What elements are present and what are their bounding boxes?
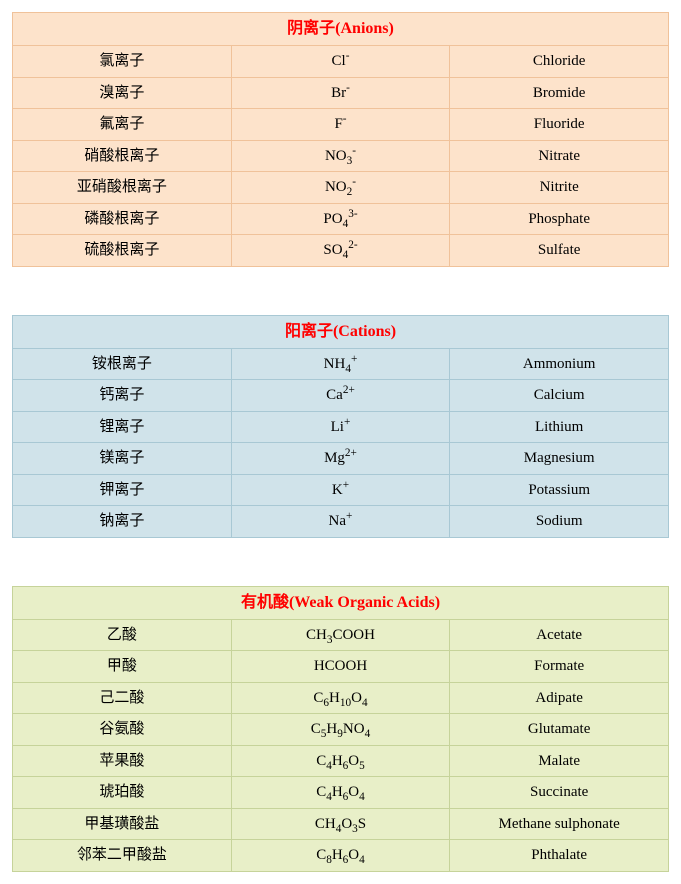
cell-en: Sulfate [450,235,669,267]
table-gap [12,267,669,315]
cell-en: Nitrate [450,140,669,172]
table-row: 琥珀酸C4H6O4Succinate [13,777,669,809]
organic-acids-header-cn: 有机酸 [241,594,289,611]
cell-en: Phthalate [450,840,669,872]
cell-cn: 钙离子 [13,380,232,412]
organic-acids-header: 有机酸(Weak Organic Acids) [13,586,669,619]
cell-formula: NH4+ [231,348,450,380]
cell-formula: Na+ [231,506,450,538]
table-row: 苹果酸C4H6O5Malate [13,745,669,777]
table-row: 镁离子Mg2+Magnesium [13,443,669,475]
cell-en: Phosphate [450,203,669,235]
cell-en: Succinate [450,777,669,809]
cell-en: Nitrite [450,172,669,204]
table-row: 钙离子Ca2+Calcium [13,380,669,412]
anions-header: 阴离子(Anions) [13,13,669,46]
cell-formula: SO42- [231,235,450,267]
cell-en: Chloride [450,46,669,78]
cell-cn: 氯离子 [13,46,232,78]
cell-cn: 氟离子 [13,109,232,141]
cell-en: Glutamate [450,714,669,746]
cations-header-en: (Cations) [333,323,396,340]
cell-formula: NO2- [231,172,450,204]
cell-formula: CH4O3S [231,808,450,840]
cell-en: Formate [450,651,669,683]
table-row: 氯离子Cl-Chloride [13,46,669,78]
cell-en: Sodium [450,506,669,538]
cell-formula: Br- [231,77,450,109]
anions-table: 阴离子(Anions)氯离子Cl-Chloride溴离子Br-Bromide氟离… [12,12,669,267]
table-row: 邻苯二甲酸盐C8H6O4Phthalate [13,840,669,872]
table-row: 亚硝酸根离子NO2-Nitrite [13,172,669,204]
table-gap [12,538,669,586]
cell-cn: 苹果酸 [13,745,232,777]
cell-en: Acetate [450,619,669,651]
table-row: 己二酸C6H10O4Adipate [13,682,669,714]
cell-cn: 镁离子 [13,443,232,475]
cell-formula: C4H6O5 [231,745,450,777]
cell-cn: 硝酸根离子 [13,140,232,172]
table-row: 氟离子F-Fluoride [13,109,669,141]
cell-cn: 乙酸 [13,619,232,651]
cell-cn: 铵根离子 [13,348,232,380]
cell-en: Potassium [450,474,669,506]
cell-cn: 亚硝酸根离子 [13,172,232,204]
cell-formula: K+ [231,474,450,506]
cell-en: Ammonium [450,348,669,380]
cell-en: Adipate [450,682,669,714]
table-row: 乙酸CH3COOHAcetate [13,619,669,651]
cell-formula: C8H6O4 [231,840,450,872]
cations-header-cn: 阳离子 [285,323,333,340]
page-root: 阴离子(Anions)氯离子Cl-Chloride溴离子Br-Bromide氟离… [12,12,669,872]
table-row: 溴离子Br-Bromide [13,77,669,109]
cell-formula: HCOOH [231,651,450,683]
cell-cn: 邻苯二甲酸盐 [13,840,232,872]
organic-acids-table: 有机酸(Weak Organic Acids)乙酸CH3COOHAcetate甲… [12,586,669,872]
organic-acids-header-en: (Weak Organic Acids) [289,594,440,611]
cell-cn: 甲酸 [13,651,232,683]
cell-formula: Ca2+ [231,380,450,412]
cell-formula: Li+ [231,411,450,443]
cell-en: Malate [450,745,669,777]
cell-cn: 甲基璜酸盐 [13,808,232,840]
cell-formula: CH3COOH [231,619,450,651]
table-row: 甲酸HCOOHFormate [13,651,669,683]
cell-en: Methane sulphonate [450,808,669,840]
cell-cn: 钾离子 [13,474,232,506]
cell-cn: 磷酸根离子 [13,203,232,235]
cell-formula: C4H6O4 [231,777,450,809]
cell-cn: 溴离子 [13,77,232,109]
cell-en: Bromide [450,77,669,109]
cell-formula: F- [231,109,450,141]
table-row: 谷氨酸C5H9NO4Glutamate [13,714,669,746]
cell-cn: 琥珀酸 [13,777,232,809]
cell-cn: 己二酸 [13,682,232,714]
cell-cn: 钠离子 [13,506,232,538]
table-row: 铵根离子NH4+Ammonium [13,348,669,380]
cations-header: 阳离子(Cations) [13,315,669,348]
cell-formula: PO43- [231,203,450,235]
cell-en: Fluoride [450,109,669,141]
table-row: 甲基璜酸盐CH4O3SMethane sulphonate [13,808,669,840]
cell-formula: Mg2+ [231,443,450,475]
table-row: 钾离子K+Potassium [13,474,669,506]
table-row: 锂离子Li+Lithium [13,411,669,443]
anions-header-cn: 阴离子 [287,20,335,37]
table-row: 磷酸根离子PO43-Phosphate [13,203,669,235]
cell-cn: 锂离子 [13,411,232,443]
anions-header-en: (Anions) [335,20,394,37]
cations-table: 阳离子(Cations)铵根离子NH4+Ammonium钙离子Ca2+Calci… [12,315,669,538]
table-row: 硝酸根离子NO3-Nitrate [13,140,669,172]
cell-en: Magnesium [450,443,669,475]
cell-en: Lithium [450,411,669,443]
cell-formula: C6H10O4 [231,682,450,714]
table-row: 钠离子Na+Sodium [13,506,669,538]
cell-formula: Cl- [231,46,450,78]
cell-en: Calcium [450,380,669,412]
cell-cn: 谷氨酸 [13,714,232,746]
cell-cn: 硫酸根离子 [13,235,232,267]
cell-formula: C5H9NO4 [231,714,450,746]
cell-formula: NO3- [231,140,450,172]
table-row: 硫酸根离子SO42-Sulfate [13,235,669,267]
